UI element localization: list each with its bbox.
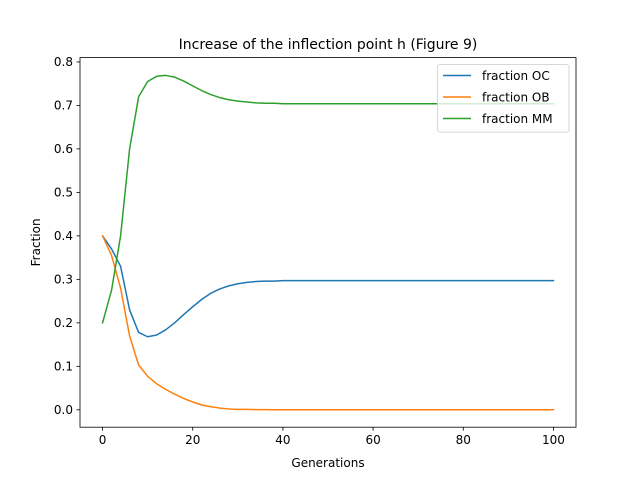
legend-label: fraction OC [482, 69, 550, 83]
chart-title: Increase of the inflection point h (Figu… [179, 37, 478, 53]
x-tick-label: 100 [542, 433, 565, 447]
y-tick-label: 0.4 [54, 229, 73, 243]
legend-frame [437, 64, 570, 133]
x-tick-label: 80 [456, 433, 471, 447]
x-tick-label: 0 [99, 433, 107, 447]
legend-label: fraction MM [482, 112, 553, 126]
series-line-fraction-oc [101, 234, 555, 338]
x-axis: 0 20 40 60 80 100 [99, 427, 565, 447]
y-tick-label: 0.3 [54, 273, 73, 287]
x-tick-label: 20 [185, 433, 200, 447]
y-axis: 0.0 0.1 0.2 0.3 0.4 0.5 0.6 0.7 0.8 [54, 55, 80, 417]
y-tick-label: 0.6 [54, 142, 73, 156]
y-tick-label: 0.0 [54, 403, 73, 417]
y-tick-label: 0.7 [54, 99, 73, 113]
x-axis-label: Generations [291, 456, 364, 470]
series-line-fraction-mm [101, 74, 555, 324]
y-axis-label: Fraction [29, 218, 43, 266]
series-line-fraction-ob [101, 234, 555, 411]
legend-label: fraction OB [482, 90, 550, 104]
y-tick-label: 0.8 [54, 55, 73, 69]
y-tick-label: 0.5 [54, 186, 73, 200]
series-lines [101, 74, 555, 411]
y-tick-label: 0.1 [54, 360, 73, 374]
x-tick-label: 60 [365, 433, 380, 447]
x-tick-label: 40 [275, 433, 290, 447]
y-tick-label: 0.2 [54, 316, 73, 330]
legend: fraction OC fraction OB fraction MM [437, 64, 570, 133]
